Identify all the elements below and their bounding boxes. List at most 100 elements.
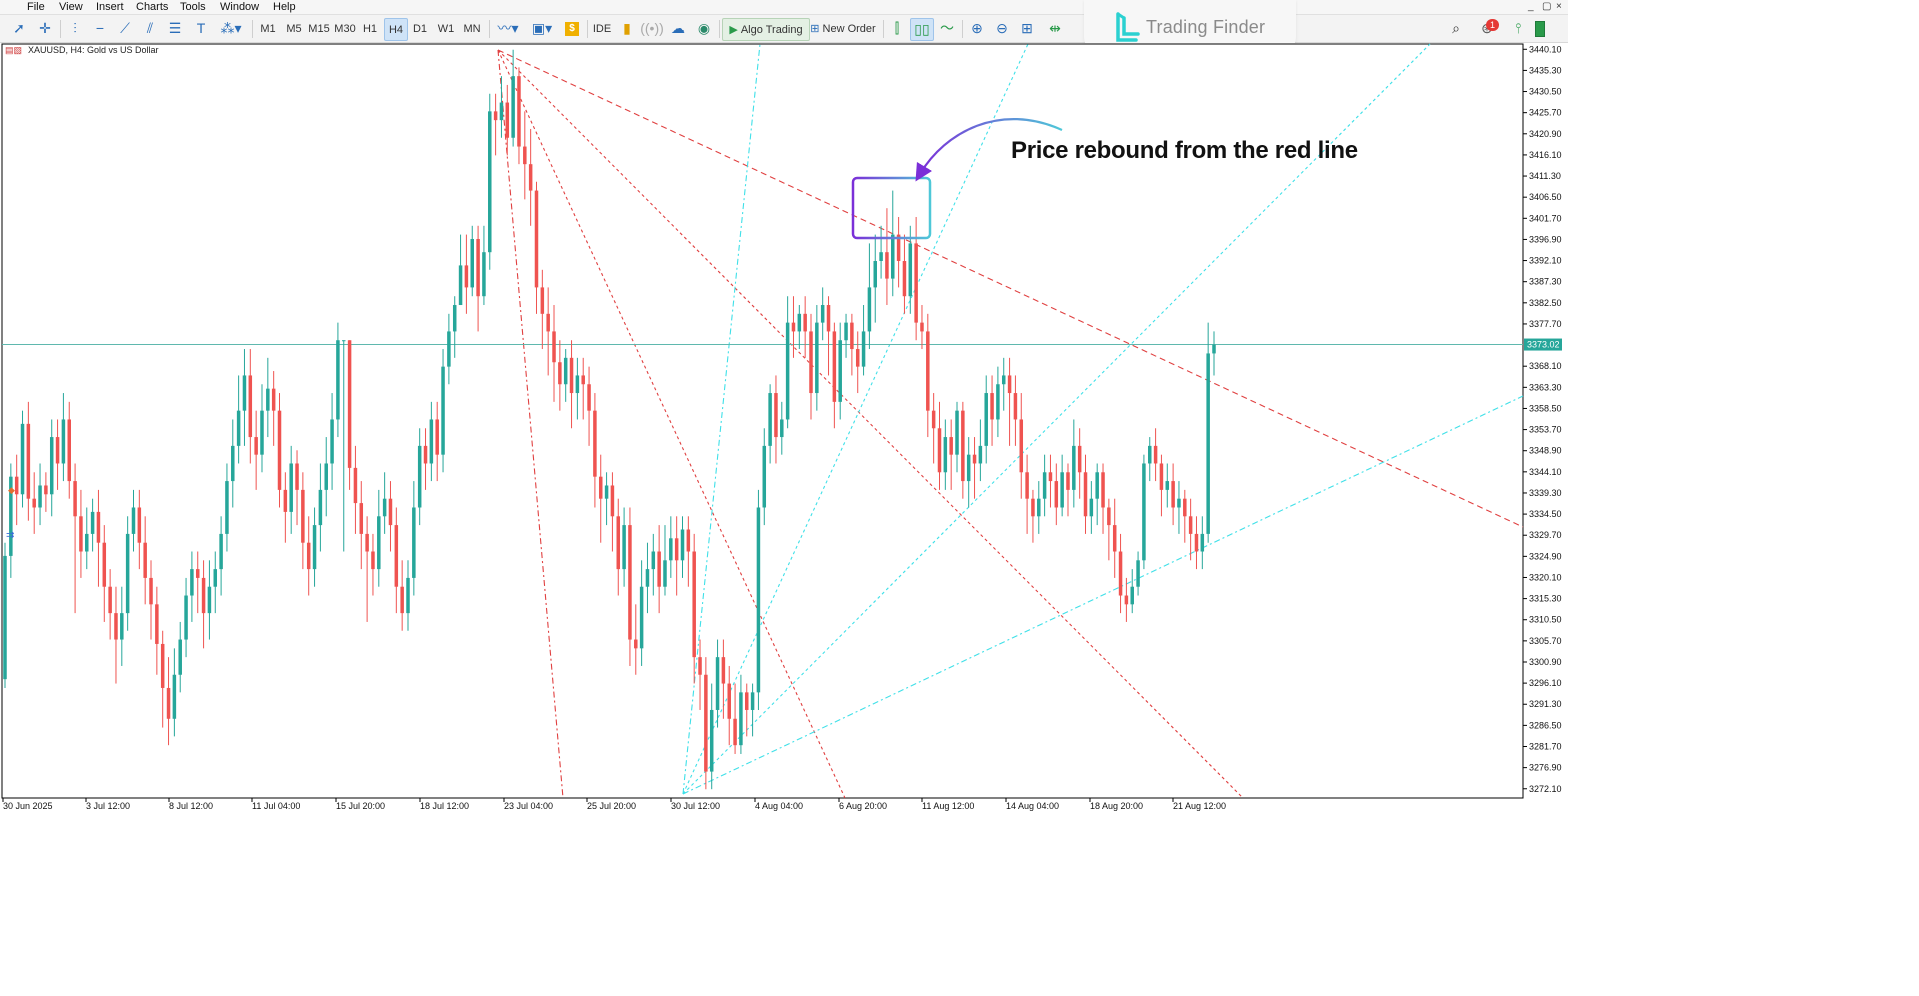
menu-window[interactable]: Window bbox=[220, 1, 260, 13]
price-chart[interactable]: 3440.10 3435.30 3430.50 3425.70 3420.90 3416.… bbox=[0, 42, 1568, 814]
candle bbox=[254, 410, 258, 490]
candle bbox=[750, 683, 755, 737]
candle-body bbox=[692, 551, 696, 658]
y-tick-label: 3272.10 bbox=[1529, 784, 1562, 794]
candle bbox=[79, 489, 83, 578]
candle-body bbox=[657, 551, 661, 587]
candle-body bbox=[55, 437, 60, 464]
candlestick-icon[interactable]: ▯▯ bbox=[910, 18, 934, 41]
tf-d1[interactable]: D1 bbox=[412, 22, 428, 35]
candle bbox=[1165, 463, 1170, 508]
new-order-button[interactable]: ⊞ New Order bbox=[810, 22, 876, 36]
candle bbox=[943, 419, 948, 490]
minimize-button[interactable]: _ bbox=[1528, 1, 1534, 12]
candle bbox=[441, 349, 445, 473]
restore-button[interactable]: ▢ bbox=[1542, 1, 1552, 12]
tf-w1[interactable]: W1 bbox=[437, 22, 455, 35]
chart-type-icon[interactable]: 〰▾ bbox=[497, 20, 519, 36]
candle bbox=[155, 586, 159, 675]
candle bbox=[809, 313, 813, 420]
antenna-icon[interactable]: ⫯ bbox=[1514, 20, 1522, 36]
chart-area[interactable]: 3440.10 3435.30 3430.50 3425.70 3420.90 3416.… bbox=[0, 42, 1568, 814]
menu-insert[interactable]: Insert bbox=[96, 1, 124, 13]
candle bbox=[768, 384, 772, 464]
candle bbox=[517, 67, 521, 165]
menu-view[interactable]: View bbox=[59, 1, 83, 13]
candle-body bbox=[674, 538, 679, 561]
candle-body bbox=[937, 428, 942, 473]
cloud-icon[interactable]: ☁ bbox=[671, 20, 685, 36]
lock-icon[interactable]: ▮ bbox=[623, 20, 631, 36]
candle bbox=[143, 516, 147, 605]
tf-m1[interactable]: M1 bbox=[260, 22, 276, 35]
zoom-out-icon[interactable]: ⊖ bbox=[996, 20, 1008, 36]
menu-tools[interactable]: Tools bbox=[180, 1, 206, 13]
tf-m15[interactable]: M15 bbox=[308, 22, 330, 35]
candle-body bbox=[312, 525, 317, 570]
candle-body bbox=[201, 577, 206, 614]
candle-body bbox=[1019, 419, 1024, 473]
x-tick-label: 30 Jun 2025 bbox=[3, 801, 53, 811]
line-chart-icon[interactable]: 〜 bbox=[940, 20, 954, 36]
crosshair-icon[interactable]: ✛ bbox=[39, 20, 51, 36]
candle-body bbox=[172, 674, 177, 719]
y-tick-label: 3392.10 bbox=[1529, 256, 1562, 266]
tf-h4[interactable]: H4 bbox=[384, 18, 408, 41]
horizontal-line-icon[interactable]: − bbox=[95, 20, 105, 36]
vps-icon[interactable]: ◉ bbox=[697, 20, 711, 36]
grid-icon[interactable]: ⊞ bbox=[1021, 20, 1033, 36]
menu-file[interactable]: File bbox=[27, 1, 45, 13]
vertical-line-icon[interactable]: ⫶ bbox=[73, 20, 77, 36]
indicators-icon[interactable]: ▣▾ bbox=[531, 20, 553, 36]
candle-body bbox=[838, 340, 842, 402]
fibonacci-icon[interactable]: ☰ bbox=[168, 20, 182, 36]
tf-m5[interactable]: M5 bbox=[286, 22, 302, 35]
channel-icon[interactable]: ⫽ bbox=[146, 20, 154, 36]
y-tick-label: 3334.50 bbox=[1529, 509, 1562, 519]
tf-mn[interactable]: MN bbox=[463, 22, 481, 35]
notifications-icon[interactable]: ⊛ 1 bbox=[1474, 18, 1500, 39]
ide-button[interactable]: IDE bbox=[592, 22, 612, 35]
y-tick-label: 3310.50 bbox=[1529, 615, 1562, 625]
candle-body bbox=[44, 485, 48, 495]
candle bbox=[9, 463, 13, 578]
tf-h1[interactable]: H1 bbox=[362, 22, 378, 35]
candle bbox=[704, 657, 708, 790]
candle-body bbox=[1037, 498, 1041, 517]
text-tool-icon[interactable]: T bbox=[196, 20, 206, 36]
candle-body bbox=[634, 639, 638, 649]
red-fan-line-1 bbox=[497, 49, 1524, 528]
autoscroll-icon[interactable]: ⇹ bbox=[1049, 20, 1061, 36]
candle-body bbox=[1159, 463, 1164, 490]
zoom-in-icon[interactable]: ⊕ bbox=[971, 20, 983, 36]
bar-chart-icon[interactable]: ⫿ bbox=[894, 20, 900, 36]
candle bbox=[896, 216, 901, 288]
candle-body bbox=[891, 234, 895, 279]
candle-body bbox=[1200, 533, 1205, 552]
candle bbox=[972, 437, 977, 499]
candle-body bbox=[990, 393, 994, 420]
menu-charts[interactable]: Charts bbox=[136, 1, 169, 13]
search-icon[interactable]: ⌕ bbox=[1452, 20, 1460, 36]
cursor-icon[interactable]: ➚ bbox=[13, 20, 25, 36]
shapes-menu-icon[interactable]: ⁂▾ bbox=[220, 20, 242, 36]
trendline-icon[interactable]: ⟋ bbox=[120, 20, 130, 36]
candle bbox=[201, 560, 206, 649]
signal-icon[interactable]: ((•)) bbox=[640, 20, 664, 36]
y-tick-label: 3315.30 bbox=[1529, 594, 1562, 604]
y-tick-label: 3305.70 bbox=[1529, 636, 1562, 646]
cyan-fan-line-4 bbox=[682, 395, 1524, 795]
close-button[interactable]: × bbox=[1556, 1, 1562, 12]
algo-trading-button[interactable]: ▶ Algo Trading bbox=[722, 18, 810, 41]
candle bbox=[528, 128, 533, 226]
candle-body bbox=[908, 243, 913, 297]
menu-help[interactable]: Help bbox=[273, 1, 296, 13]
candle bbox=[1037, 481, 1041, 534]
candle-body bbox=[943, 437, 948, 473]
candle-body bbox=[879, 252, 883, 262]
candle-body bbox=[493, 111, 498, 121]
dollar-icon[interactable]: $ bbox=[562, 18, 582, 39]
candle bbox=[1083, 454, 1088, 534]
tf-m30[interactable]: M30 bbox=[334, 22, 356, 35]
candle-body bbox=[949, 437, 953, 455]
